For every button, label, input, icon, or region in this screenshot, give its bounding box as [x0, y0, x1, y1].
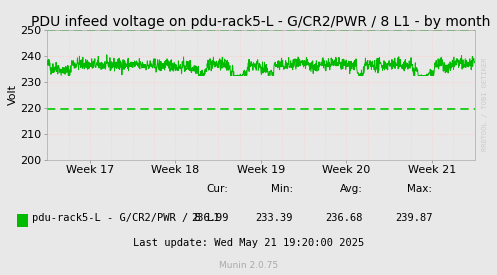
Text: 239.87: 239.87 [395, 213, 432, 223]
Title: PDU infeed voltage on pdu-rack5-L - G/CR2/PWR / 8 L1 - by month: PDU infeed voltage on pdu-rack5-L - G/CR… [31, 15, 491, 29]
Text: 236.99: 236.99 [191, 213, 229, 223]
Text: Munin 2.0.75: Munin 2.0.75 [219, 261, 278, 270]
Text: Cur:: Cur: [207, 185, 229, 194]
Text: Avg:: Avg: [340, 185, 363, 194]
Text: 236.68: 236.68 [326, 213, 363, 223]
Text: RRDTOOL / TOBI OETIKER: RRDTOOL / TOBI OETIKER [482, 58, 488, 151]
Text: Max:: Max: [408, 185, 432, 194]
Text: 233.39: 233.39 [256, 213, 293, 223]
Text: pdu-rack5-L - G/CR2/PWR / 8 L1: pdu-rack5-L - G/CR2/PWR / 8 L1 [32, 213, 220, 223]
Y-axis label: Volt: Volt [7, 84, 17, 105]
Text: Last update: Wed May 21 19:20:00 2025: Last update: Wed May 21 19:20:00 2025 [133, 238, 364, 248]
Text: Min:: Min: [271, 185, 293, 194]
